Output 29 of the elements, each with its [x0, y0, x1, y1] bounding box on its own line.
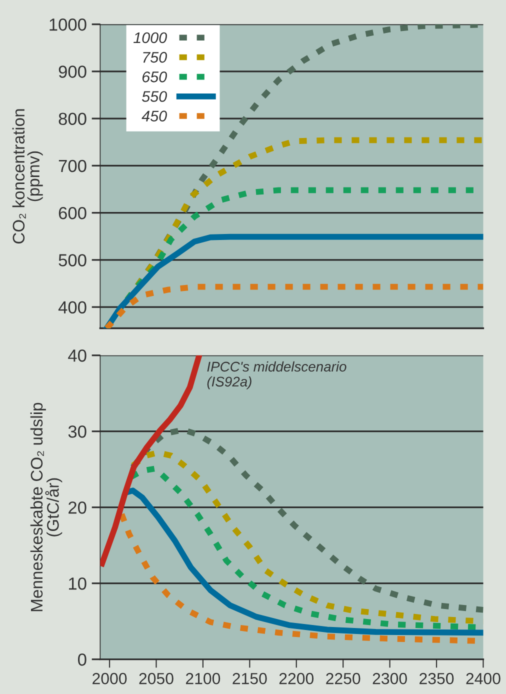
y-axis-title: Menneskeskabte CO₂ udslip (GtC/år) — [30, 402, 62, 612]
y-tick-label: 700 — [58, 160, 86, 172]
y-tick-label: 10 — [69, 577, 86, 590]
x-tick-label: 2050 — [139, 672, 174, 684]
y-tick-label: 40 — [68, 349, 86, 362]
y-tick-label: 20 — [68, 501, 86, 514]
legend-label: 750 — [143, 52, 167, 63]
y-tick-label: 400 — [58, 301, 86, 314]
series-label: IPCC's middelscenario (IS92a) — [207, 361, 346, 390]
x-tick-label: 2400 — [466, 672, 500, 684]
y-tick-label: 30 — [68, 425, 86, 438]
y-tick-label: 1000 — [50, 18, 86, 31]
legend-label: 450 — [142, 110, 167, 122]
y-tick-label: 600 — [58, 206, 86, 220]
y-axis-title: CO₂ koncentration (ppmv) — [12, 109, 43, 244]
x-tick-label: 2350 — [420, 672, 454, 684]
y-tick-label: 900 — [58, 66, 86, 78]
x-tick-label: 2200 — [279, 672, 314, 684]
x-tick-label: 2250 — [326, 672, 360, 684]
legend-label: 1000 — [134, 32, 167, 44]
legend-label: 550 — [142, 91, 167, 102]
x-tick-label: 2100 — [186, 672, 220, 684]
y-tick-label: 0 — [78, 653, 86, 666]
x-tick-label: 2000 — [92, 672, 127, 684]
x-tick-label: 2300 — [372, 672, 407, 684]
legend-label: 650 — [142, 72, 167, 82]
y-tick-label: 800 — [58, 112, 86, 126]
x-tick-label: 2150 — [232, 672, 267, 684]
y-tick-label: 500 — [58, 254, 86, 266]
